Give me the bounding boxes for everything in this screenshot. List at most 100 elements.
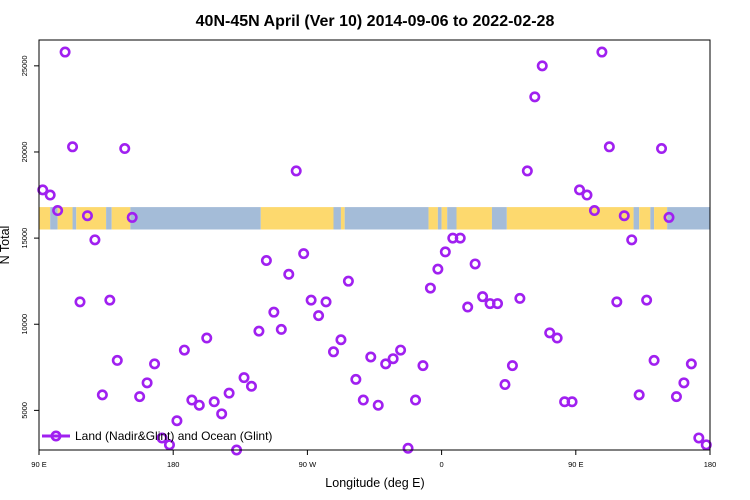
band-segment-land (506, 207, 634, 230)
data-point (693, 432, 705, 444)
data-point (313, 310, 325, 322)
y-tick-label: 10000 (20, 314, 29, 335)
data-point (96, 389, 108, 401)
data-point (670, 391, 682, 403)
data-point (89, 234, 101, 246)
data-point (626, 234, 638, 246)
band-segment-ocean (333, 207, 341, 230)
legend: Land (Nadir&Glint) and Ocean (Glint) (42, 429, 272, 443)
band-segment-ocean (633, 207, 640, 230)
data-point (298, 248, 310, 260)
data-point (588, 205, 600, 217)
data-point (603, 141, 615, 153)
data-point (245, 380, 257, 392)
data-point (327, 346, 339, 358)
band-segment-ocean (650, 207, 655, 230)
band-segment-land (428, 207, 438, 230)
data-point (253, 325, 265, 337)
data-point (171, 415, 183, 427)
data-point (678, 377, 690, 389)
legend-marker-swatch (50, 430, 62, 442)
band-segment-ocean (667, 207, 710, 230)
band-segment-ocean (437, 207, 442, 230)
data-point (156, 432, 168, 444)
data-point (618, 210, 630, 222)
data-point (238, 372, 250, 384)
chart-title: 40N-45N April (Ver 10) 2014-09-06 to 202… (196, 13, 555, 30)
band-segment-land (456, 207, 492, 230)
data-point (506, 360, 518, 372)
data-point (268, 306, 280, 318)
x-tick-label: 180 (167, 460, 180, 469)
data-point (186, 394, 198, 406)
data-point (260, 255, 272, 267)
data-point (566, 396, 578, 408)
band-segment-land (57, 207, 73, 230)
data-point (290, 165, 302, 177)
data-point (126, 211, 138, 223)
data-point (350, 373, 362, 385)
data-point (477, 291, 489, 303)
plot-frame (38, 39, 711, 451)
band-segment-ocean (130, 207, 261, 230)
data-point (141, 377, 153, 389)
data-point (74, 296, 86, 308)
band-segment-land (111, 207, 131, 230)
band-segment-land (639, 207, 651, 230)
band-segment-ocean (50, 207, 58, 230)
data-point (499, 379, 511, 391)
data-point (305, 294, 317, 306)
y-tick-label: 5000 (20, 402, 29, 419)
y-tick-label: 15000 (20, 228, 29, 249)
x-tick-label: 90 E (31, 460, 46, 469)
data-point (402, 442, 414, 454)
data-point (104, 294, 116, 306)
x-axis-label: Longitude (deg E) (325, 476, 424, 490)
data-point (633, 389, 645, 401)
band-segment-land (654, 207, 668, 230)
data-point (111, 354, 123, 366)
data-point (52, 205, 64, 217)
data-point (342, 275, 354, 287)
data-point (163, 439, 175, 451)
data-point (149, 358, 161, 370)
data-point (59, 46, 71, 58)
data-point (372, 399, 384, 411)
band-segment-ocean (106, 207, 112, 230)
band-segment-ocean (491, 207, 507, 230)
data-point (283, 268, 295, 280)
data-point (574, 184, 586, 196)
data-point (521, 165, 533, 177)
y-axis-label: N Total (0, 226, 12, 265)
data-point (514, 292, 526, 304)
data-point (201, 332, 213, 344)
y-axis-ticks: 5000 10000 15000 20000 25000 (20, 55, 39, 419)
data-point (454, 232, 466, 244)
data-point (178, 344, 190, 356)
legend-entry-label: Land (Nadir&Glint) and Ocean (Glint) (75, 429, 272, 443)
data-point (700, 439, 712, 451)
data-point (656, 143, 668, 155)
data-point (395, 344, 407, 356)
data-point (335, 334, 347, 346)
data-points (37, 46, 712, 456)
data-point (387, 353, 399, 365)
data-point (216, 408, 228, 420)
band-segment-land (39, 207, 51, 230)
data-point (410, 394, 422, 406)
data-point (275, 323, 287, 335)
data-point (663, 211, 675, 223)
data-point (581, 189, 593, 201)
data-point (134, 391, 146, 403)
data-point (439, 246, 451, 258)
x-tick-label: 90 W (299, 460, 317, 469)
data-point (432, 263, 444, 275)
data-point (529, 91, 541, 103)
data-point (119, 143, 131, 155)
y-tick-label: 20000 (20, 142, 29, 163)
x-axis-ticks: 90 E 180 90 W 0 90 E 180 (31, 450, 716, 469)
band-segment-land (340, 207, 345, 230)
data-point (641, 294, 653, 306)
x-tick-label: 180 (704, 460, 717, 469)
